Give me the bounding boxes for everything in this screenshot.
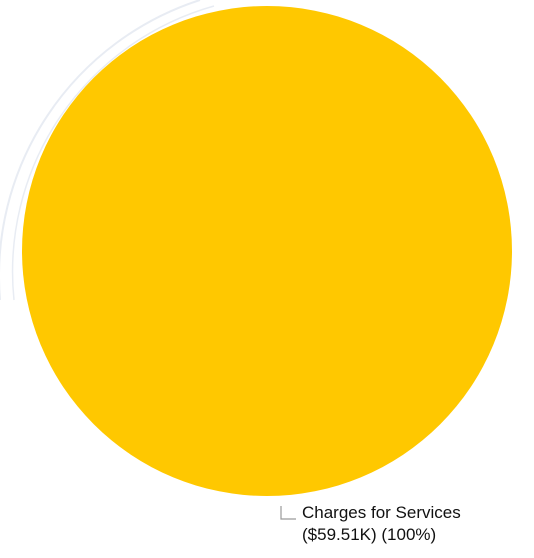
slice-label-detail: ($59.51K) (100%)	[302, 525, 437, 544]
slice-leader-line	[280, 506, 296, 520]
pie-slice-charges-for-services	[22, 6, 512, 496]
pie-slices	[22, 6, 512, 496]
slice-label-name: Charges for Services	[302, 503, 461, 522]
slice-label-charges-for-services: Charges for Services ($59.51K) (100%)	[302, 502, 461, 546]
